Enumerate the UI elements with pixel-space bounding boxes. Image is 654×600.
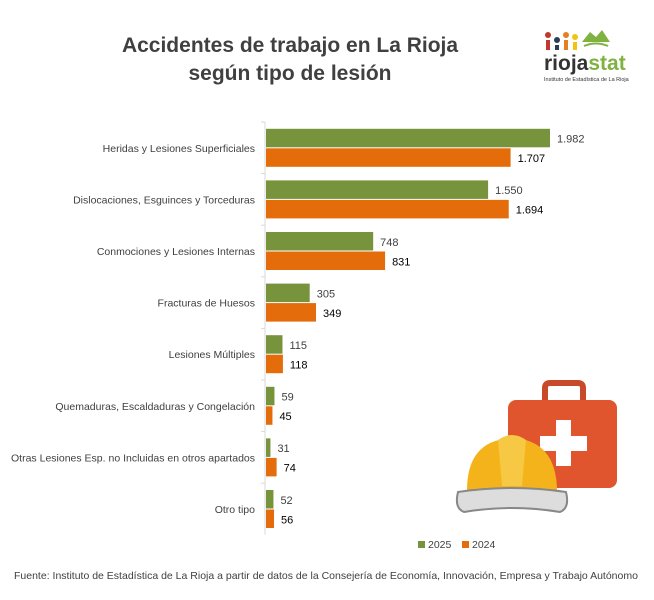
legend-label-2025: 2025 bbox=[428, 539, 452, 551]
bar-2025 bbox=[266, 180, 489, 199]
hard-hat-icon bbox=[455, 435, 569, 514]
bar-2024 bbox=[266, 457, 277, 477]
bar-2025 bbox=[266, 335, 283, 354]
data-label-2024: 1.694 bbox=[516, 205, 544, 217]
category-label: Otras Lesiones Esp. no Incluidas en otro… bbox=[11, 452, 255, 464]
chart-title: Accidentes de trabajo en La Rioja según … bbox=[100, 32, 480, 88]
bar-2025 bbox=[266, 128, 550, 148]
data-label-2024: 831 bbox=[392, 256, 410, 268]
category-label: Conmociones y Lesiones Internas bbox=[97, 246, 255, 258]
svg-text:riojastat: riojastat bbox=[544, 52, 626, 75]
data-label-2024: 1.707 bbox=[518, 153, 546, 165]
category-label: Dislocaciones, Esguinces y Torceduras bbox=[73, 194, 255, 206]
bar-2024 bbox=[266, 199, 509, 219]
bar-2024 bbox=[266, 148, 511, 167]
data-label-2025: 1.550 bbox=[495, 185, 523, 197]
bar-2024 bbox=[266, 354, 283, 374]
data-label-2024: 74 bbox=[284, 463, 296, 475]
data-label-2025: 305 bbox=[317, 288, 335, 300]
riojastat-logo: riojastat Instituto de Estadística de La… bbox=[540, 26, 640, 91]
legend-swatch-2025 bbox=[418, 541, 425, 548]
data-label-2025: 115 bbox=[289, 340, 307, 352]
legend-label-2024: 2024 bbox=[472, 539, 496, 551]
category-label: Otro tipo bbox=[215, 504, 255, 516]
bar-2025 bbox=[266, 283, 310, 303]
bar-2024 bbox=[266, 509, 275, 528]
data-label-2025: 748 bbox=[380, 237, 398, 249]
title-line-2: según tipo de lesión bbox=[188, 62, 392, 85]
bar-2025 bbox=[266, 438, 271, 457]
data-label-2025: 52 bbox=[280, 495, 292, 507]
svg-text:Instituto de Estadística de La: Instituto de Estadística de La Rioja bbox=[544, 77, 630, 83]
legend-swatch-2024 bbox=[462, 541, 469, 548]
data-label-2024: 45 bbox=[279, 411, 291, 423]
data-label-2024: 118 bbox=[290, 359, 308, 371]
bar-2025 bbox=[266, 232, 374, 251]
bar-2024 bbox=[266, 303, 317, 322]
title-line-1: Accidentes de trabajo en La Rioja bbox=[121, 34, 459, 57]
source-note: Fuente: Instituto de Estadística de La R… bbox=[14, 570, 638, 582]
data-label-2024: 349 bbox=[323, 308, 341, 320]
category-label: Heridas y Lesiones Superficiales bbox=[103, 143, 255, 155]
data-label-2025: 31 bbox=[277, 443, 289, 455]
bar-2024 bbox=[266, 251, 386, 270]
bar-2025 bbox=[266, 490, 274, 509]
data-label-2025: 1.982 bbox=[557, 134, 585, 146]
bar-2025 bbox=[266, 386, 275, 406]
category-label: Quemaduras, Escaldaduras y Congelación bbox=[55, 401, 255, 413]
data-label-2024: 56 bbox=[281, 514, 293, 526]
bar-2024 bbox=[266, 406, 273, 425]
data-label-2025: 59 bbox=[281, 392, 293, 404]
category-label: Fracturas de Huesos bbox=[158, 298, 255, 310]
category-label: Lesiones Múltiples bbox=[169, 349, 255, 361]
